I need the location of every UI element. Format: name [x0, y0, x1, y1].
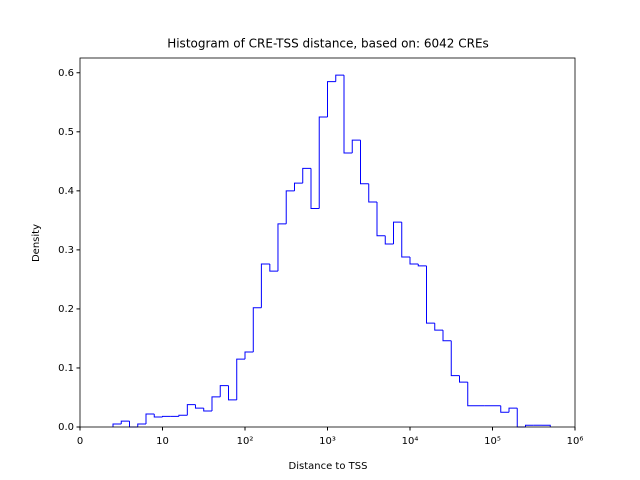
histogram-step: [401, 222, 410, 258]
y-tick-label: 0.1: [58, 363, 74, 374]
histogram-step: [302, 167, 312, 184]
histogram-step: [269, 264, 278, 272]
histogram-step: [426, 265, 435, 324]
x-tick-label: 0: [77, 436, 83, 447]
x-tick-label: 10: [156, 436, 169, 447]
histogram-step: [542, 424, 551, 427]
histogram-step: [343, 75, 353, 154]
histogram-step: [525, 424, 534, 427]
x-tick-label: 10³: [319, 436, 336, 447]
histogram-step: [459, 375, 468, 383]
histogram-step: [442, 330, 452, 342]
y-tick-label: 0.0: [58, 422, 74, 433]
histogram-step: [393, 221, 402, 244]
histogram-step: [203, 408, 212, 412]
histogram-step: [434, 323, 443, 331]
histogram-step: [236, 358, 245, 400]
chart-title: Histogram of CRE-TSS distance, based on:…: [167, 37, 489, 51]
histogram-step: [293, 182, 303, 191]
histogram-step: [112, 423, 122, 427]
histogram-step: [508, 407, 518, 413]
y-tick-label: 0.4: [58, 186, 74, 197]
histogram-step: [327, 81, 336, 118]
histogram-step: [228, 385, 237, 401]
histogram-step: [500, 405, 509, 413]
histogram-step: [360, 140, 369, 185]
histogram-step: [417, 264, 427, 267]
histogram-step: [467, 382, 476, 407]
histogram-step: [145, 413, 155, 425]
y-axis-label: Density: [31, 224, 42, 262]
x-tick-label: 10⁴: [402, 436, 419, 447]
histogram-step: [162, 415, 171, 417]
histogram-step: [376, 202, 386, 237]
histogram-step: [194, 404, 204, 409]
histogram-step: [186, 404, 196, 416]
histogram-step: [211, 396, 221, 412]
histogram-step: [351, 139, 361, 154]
histogram-step: [178, 414, 188, 417]
histogram-step: [120, 420, 130, 425]
histogram-step: [219, 385, 229, 397]
x-tick-label: 10⁶: [567, 436, 584, 447]
histogram-step: [244, 351, 254, 360]
histogram-step: [368, 183, 377, 203]
histogram-step: [153, 414, 163, 418]
histogram-step: [129, 421, 138, 428]
y-tick-label: 0.3: [58, 245, 74, 256]
histogram-step: [335, 74, 345, 82]
x-axis-label: Distance to TSS: [289, 461, 368, 472]
y-tick-label: 0.5: [58, 127, 74, 138]
y-tick-label: 0.2: [58, 304, 74, 315]
histogram-step: [516, 408, 526, 428]
histogram-step: [260, 263, 270, 308]
histogram-step: [285, 190, 295, 224]
x-tick-label: 10²: [237, 436, 254, 447]
histogram-step: [450, 340, 460, 377]
histogram-step: [137, 423, 146, 427]
plot-frame: [79, 57, 576, 428]
y-tick-label: 0.6: [58, 68, 74, 79]
histogram-step: [318, 116, 328, 209]
histogram-step: [310, 168, 320, 210]
histogram-step: [409, 256, 419, 265]
histogram-step: [277, 223, 287, 272]
histogram-step: [384, 235, 394, 245]
histogram-step: [252, 307, 262, 353]
x-tick-label: 10⁵: [484, 436, 501, 447]
